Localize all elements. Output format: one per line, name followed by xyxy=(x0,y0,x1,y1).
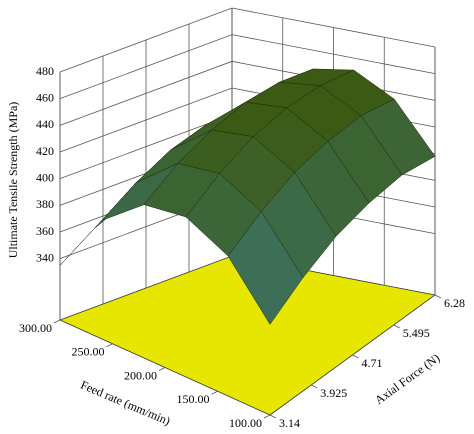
tick-mark xyxy=(393,324,400,329)
tick-mark xyxy=(106,343,113,348)
surface-patch xyxy=(227,211,304,325)
tick-mark xyxy=(352,354,359,359)
y-axis-label: Axial Force (N) xyxy=(372,351,442,407)
z-axis-label: Ultimate Tensile Strength (MPa) xyxy=(6,102,20,259)
x-tick-label: 250.00 xyxy=(72,345,105,359)
x-tick-label: 100.00 xyxy=(229,416,262,430)
z-tick-label: 340 xyxy=(36,250,54,264)
tick-mark xyxy=(434,294,442,299)
tick-mark xyxy=(53,319,61,324)
z-tick-label: 420 xyxy=(36,144,54,158)
z-tick-label: 480 xyxy=(36,64,54,78)
y-tick-label: 3.925 xyxy=(320,386,347,400)
z-tick-label: 360 xyxy=(36,224,54,238)
x-tick-label: 300.00 xyxy=(19,321,52,335)
tick-mark xyxy=(211,390,218,395)
y-tick-label: 5.495 xyxy=(403,326,430,340)
x-tick-label: 200.00 xyxy=(124,368,157,382)
tick-mark xyxy=(263,414,271,419)
z-tick-label: 440 xyxy=(36,117,54,131)
y-tick-label: 3.14 xyxy=(279,416,300,430)
x-axis-label: Feed rate (mm/min) xyxy=(79,378,173,428)
grid-line xyxy=(59,7,436,73)
x-tick-label: 150.00 xyxy=(177,392,210,406)
y-tick-label: 4.71 xyxy=(362,356,383,370)
z-tick-label: 380 xyxy=(36,197,54,211)
tick-mark xyxy=(269,414,277,419)
tick-mark xyxy=(311,384,318,389)
y-tick-label: 6.28 xyxy=(444,296,465,310)
z-tick-label: 460 xyxy=(36,90,54,104)
tick-mark xyxy=(158,367,166,371)
z-tick-label: 400 xyxy=(36,170,54,184)
